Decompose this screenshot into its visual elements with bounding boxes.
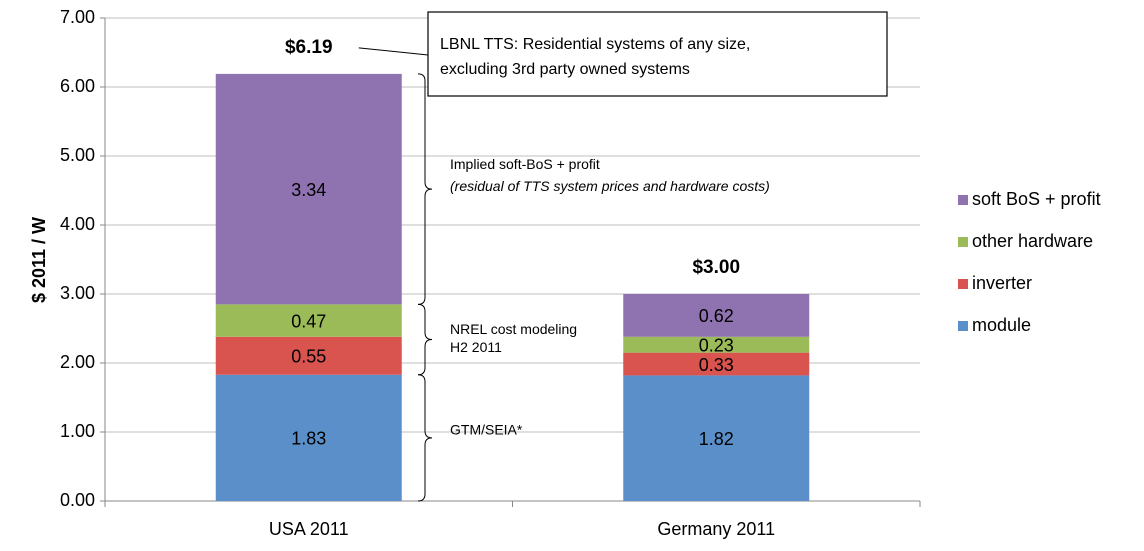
data-label: 3.34 bbox=[291, 180, 326, 200]
annotation: excluding 3rd party owned systems bbox=[440, 61, 690, 78]
y-tick-label: 4.00 bbox=[60, 214, 95, 234]
bar-segment bbox=[215, 336, 402, 375]
y-tick-label: 3.00 bbox=[60, 283, 95, 303]
brace bbox=[417, 73, 433, 305]
bar-segment bbox=[623, 336, 810, 353]
legend-label: inverter bbox=[972, 273, 1032, 293]
callout-line bbox=[358, 47, 429, 56]
legend-swatch bbox=[958, 321, 968, 331]
annotation: LBNL TTS: Residential systems of any siz… bbox=[440, 36, 750, 53]
brace bbox=[417, 303, 433, 376]
data-label: 0.55 bbox=[291, 347, 326, 367]
data-label: 0.23 bbox=[699, 335, 734, 355]
brace bbox=[417, 374, 433, 502]
bar-segment bbox=[623, 352, 810, 376]
annotation: (residual of TTS system prices and hardw… bbox=[450, 178, 770, 194]
annotation: GTM/SEIA* bbox=[450, 422, 523, 438]
annotation: Implied soft-BoS + profit bbox=[450, 156, 600, 172]
total-label: $3.00 bbox=[692, 257, 740, 278]
bar-segment bbox=[623, 375, 810, 501]
annotation-box bbox=[427, 11, 888, 97]
y-tick-label: 5.00 bbox=[60, 145, 95, 165]
data-label: 0.33 bbox=[699, 355, 734, 375]
annotation: NREL cost modeling bbox=[450, 321, 577, 337]
y-tick-label: 1.00 bbox=[60, 421, 95, 441]
data-label: 1.83 bbox=[291, 429, 326, 449]
legend-label: module bbox=[972, 315, 1031, 335]
total-label: $6.19 bbox=[285, 37, 333, 58]
bar-segment bbox=[215, 304, 402, 337]
y-tick-label: 0.00 bbox=[60, 490, 95, 510]
legend-label: other hardware bbox=[972, 231, 1093, 251]
legend-swatch bbox=[958, 237, 968, 247]
y-tick-label: 7.00 bbox=[60, 7, 95, 27]
legend-swatch bbox=[958, 279, 968, 289]
x-tick-label: Germany 2011 bbox=[657, 519, 775, 539]
bar-segment bbox=[623, 294, 810, 337]
legend-label: soft BoS + profit bbox=[972, 189, 1101, 209]
x-tick-label: USA 2011 bbox=[269, 519, 349, 539]
bar-segment bbox=[215, 374, 402, 501]
y-axis-label: $ 2011 / W bbox=[29, 217, 49, 303]
y-tick-label: 6.00 bbox=[60, 76, 95, 96]
y-tick-label: 2.00 bbox=[60, 352, 95, 372]
bar-segment bbox=[215, 73, 402, 305]
data-label: 0.62 bbox=[699, 306, 734, 326]
annotation: H2 2011 bbox=[450, 339, 502, 355]
data-label: 1.82 bbox=[699, 429, 734, 449]
legend-swatch bbox=[958, 195, 968, 205]
data-label: 0.47 bbox=[291, 311, 326, 331]
